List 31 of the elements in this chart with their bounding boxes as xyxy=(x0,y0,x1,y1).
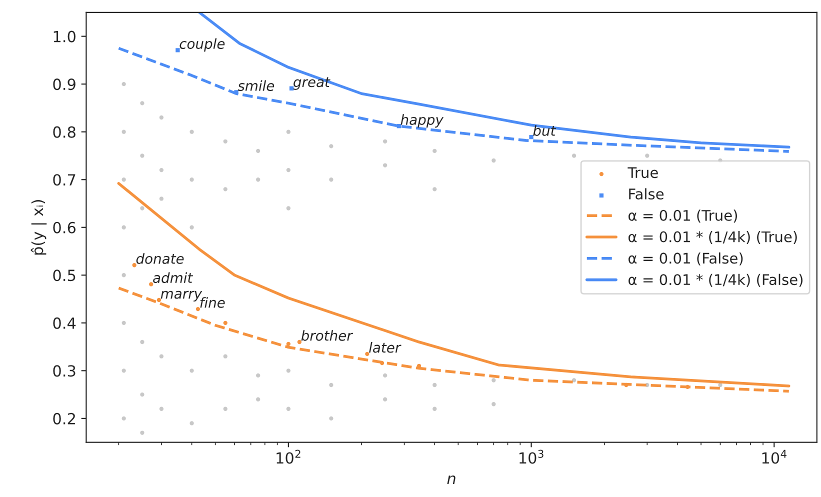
annotation: brother xyxy=(301,330,354,341)
annotation: later xyxy=(369,342,402,353)
annotation: admit xyxy=(153,272,194,284)
legend-label: True xyxy=(628,167,658,178)
annotation: fine xyxy=(200,297,225,308)
y-tick-label: 0.7 xyxy=(53,174,76,186)
y-tick-label: 0.8 xyxy=(53,126,76,138)
legend-label: α = 0.01 * (1/4k) (True) xyxy=(628,231,797,244)
y-axis-title: p̂(y | xᵢ) xyxy=(30,200,47,255)
y-tick-label: 0.2 xyxy=(53,412,75,424)
y-tick-label: 1.0 xyxy=(54,30,76,42)
y-tick-label: 0.6 xyxy=(53,222,76,234)
annotation: marry xyxy=(160,290,202,302)
y-tick-label: 0.5 xyxy=(53,270,76,282)
y-tick-label: 0.3 xyxy=(53,365,76,377)
legend-label: α = 0.01 (False) xyxy=(628,252,743,266)
annotation: great xyxy=(293,77,330,90)
legend-label: α = 0.01 (True) xyxy=(628,210,738,223)
y-tick-label: 0.9 xyxy=(53,78,76,90)
annotation: happy xyxy=(400,114,444,128)
legend-label: False xyxy=(629,188,664,200)
annotation: couple xyxy=(180,38,225,52)
legend-label: α = 0.01 * (1/4k) (False) xyxy=(628,274,803,287)
annotation: smile xyxy=(238,80,274,92)
y-tick-label: 0.4 xyxy=(53,317,76,329)
x-axis-title: n xyxy=(447,475,456,484)
x-tick-label: 10$^{3}$ xyxy=(520,450,544,464)
annotation: donate xyxy=(136,253,184,264)
annotation: but xyxy=(533,125,556,136)
x-tick-label: 10$^{2}$ xyxy=(276,450,300,464)
x-tick-label: 10$^{4}$ xyxy=(762,450,786,464)
